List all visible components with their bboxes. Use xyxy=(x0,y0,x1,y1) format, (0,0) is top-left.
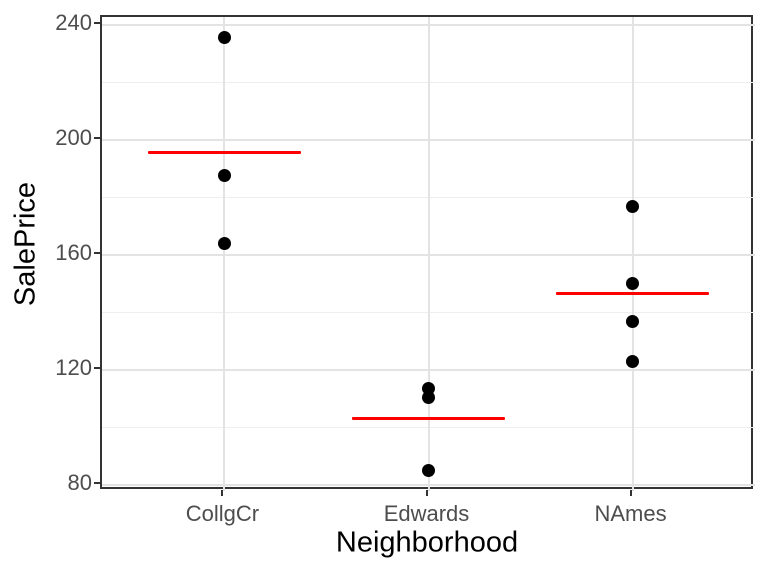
x-tick-mark xyxy=(425,490,428,496)
gridline-minor-y xyxy=(102,197,755,199)
group-mean-line xyxy=(556,291,710,295)
data-point xyxy=(217,169,231,183)
y-tick-label: 120 xyxy=(55,354,92,380)
gridline-major-y xyxy=(102,139,755,142)
gridline-major-y xyxy=(102,483,755,486)
y-tick-label: 240 xyxy=(55,10,92,36)
gridline-major-x xyxy=(223,17,226,491)
group-mean-line xyxy=(147,150,301,154)
y-tick-label: 80 xyxy=(67,469,92,495)
x-tick-label: Edwards xyxy=(383,501,470,526)
data-point xyxy=(217,237,231,250)
plot-panel xyxy=(100,15,755,491)
data-point xyxy=(217,31,231,45)
gridline-major-x xyxy=(631,17,634,491)
y-tick-mark xyxy=(94,252,100,254)
data-point xyxy=(626,354,640,368)
y-tick-mark xyxy=(94,22,100,25)
y-tick-mark xyxy=(94,481,100,484)
gridline-minor-y xyxy=(102,311,755,313)
x-tick-label: NAmes xyxy=(594,501,667,526)
gridline-major-y xyxy=(102,254,755,256)
gridline-minor-y xyxy=(102,426,755,428)
x-tick-label: CollgCr xyxy=(185,501,260,526)
y-tick-label: 160 xyxy=(55,240,92,265)
data-point xyxy=(626,314,640,328)
gridline-minor-y xyxy=(102,82,755,84)
data-point xyxy=(626,199,640,213)
gridline-major-y xyxy=(102,24,755,27)
group-mean-line xyxy=(352,417,505,421)
y-tick-label: 200 xyxy=(55,125,92,151)
y-tick-mark xyxy=(94,137,100,140)
x-axis-title: Neighborhood xyxy=(335,526,519,559)
x-tick-mark xyxy=(629,490,632,496)
x-tick-mark xyxy=(221,490,224,496)
data-point xyxy=(422,390,435,404)
y-tick-mark xyxy=(94,366,100,369)
data-point xyxy=(422,464,435,478)
y-axis-title: SalePrice xyxy=(9,181,42,307)
gridline-major-y xyxy=(102,368,755,371)
data-point xyxy=(626,277,640,291)
